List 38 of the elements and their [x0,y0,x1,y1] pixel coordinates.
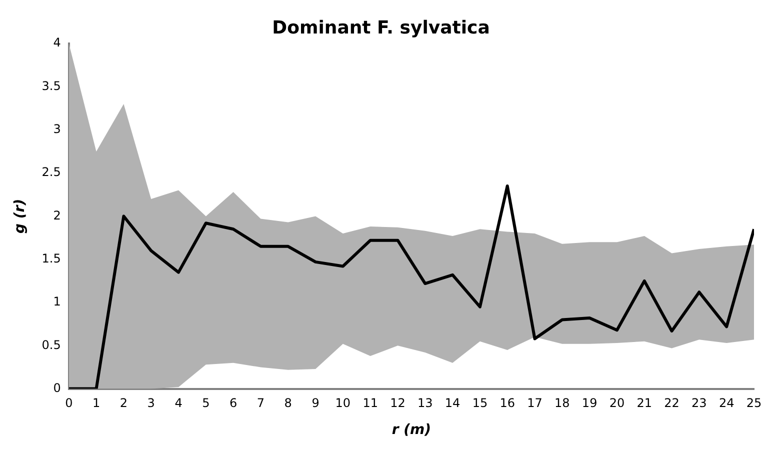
y-tick-label: 0 [53,380,61,395]
x-tick-label: 3 [147,396,155,410]
x-tick-label: 21 [636,396,652,410]
x-tick-label: 7 [256,396,265,410]
x-tick-label: 20 [609,396,625,410]
x-tick-label: 15 [472,396,488,410]
x-tick-label: 6 [229,396,238,410]
x-tick-label: 2 [120,396,128,410]
x-tick-label: 24 [718,396,734,410]
chart-title: Dominant F. sylvatica [272,17,490,38]
y-tick-label: 3 [53,122,61,136]
x-tick-label: 0 [65,396,73,410]
x-tick-label: 13 [418,396,433,410]
x-tick-label: 22 [664,396,680,410]
x-axis-title: r (m) [392,422,432,438]
x-tick-label: 10 [335,396,351,410]
y-tick-label: 1.5 [42,251,61,266]
x-tick-label: 23 [692,396,707,410]
x-tick-label: 4 [174,396,182,410]
x-tick-label: 5 [202,396,210,410]
y-tick-label: 2.5 [42,165,61,180]
x-tick-label: 16 [500,396,515,410]
x-tick-label: 11 [362,396,378,410]
x-tick-label: 18 [554,396,570,410]
x-tick-label: 8 [284,396,292,410]
y-tick-label: 1 [53,294,61,309]
y-tick-label: 3.5 [42,78,61,93]
x-tick-label: 19 [582,396,598,410]
y-axis-title: g (r) [12,198,28,234]
y-tick-label: 2 [53,208,61,222]
y-tick-label: 0.5 [42,338,61,352]
x-tick-label: 25 [746,396,762,410]
x-tick-label: 9 [312,396,320,410]
x-tick-label: 12 [390,396,406,410]
y-tick-label: 4 [53,36,61,50]
x-tick-label: 14 [444,396,460,410]
x-tick-label: 17 [527,396,542,410]
x-tick-label: 1 [92,396,100,410]
